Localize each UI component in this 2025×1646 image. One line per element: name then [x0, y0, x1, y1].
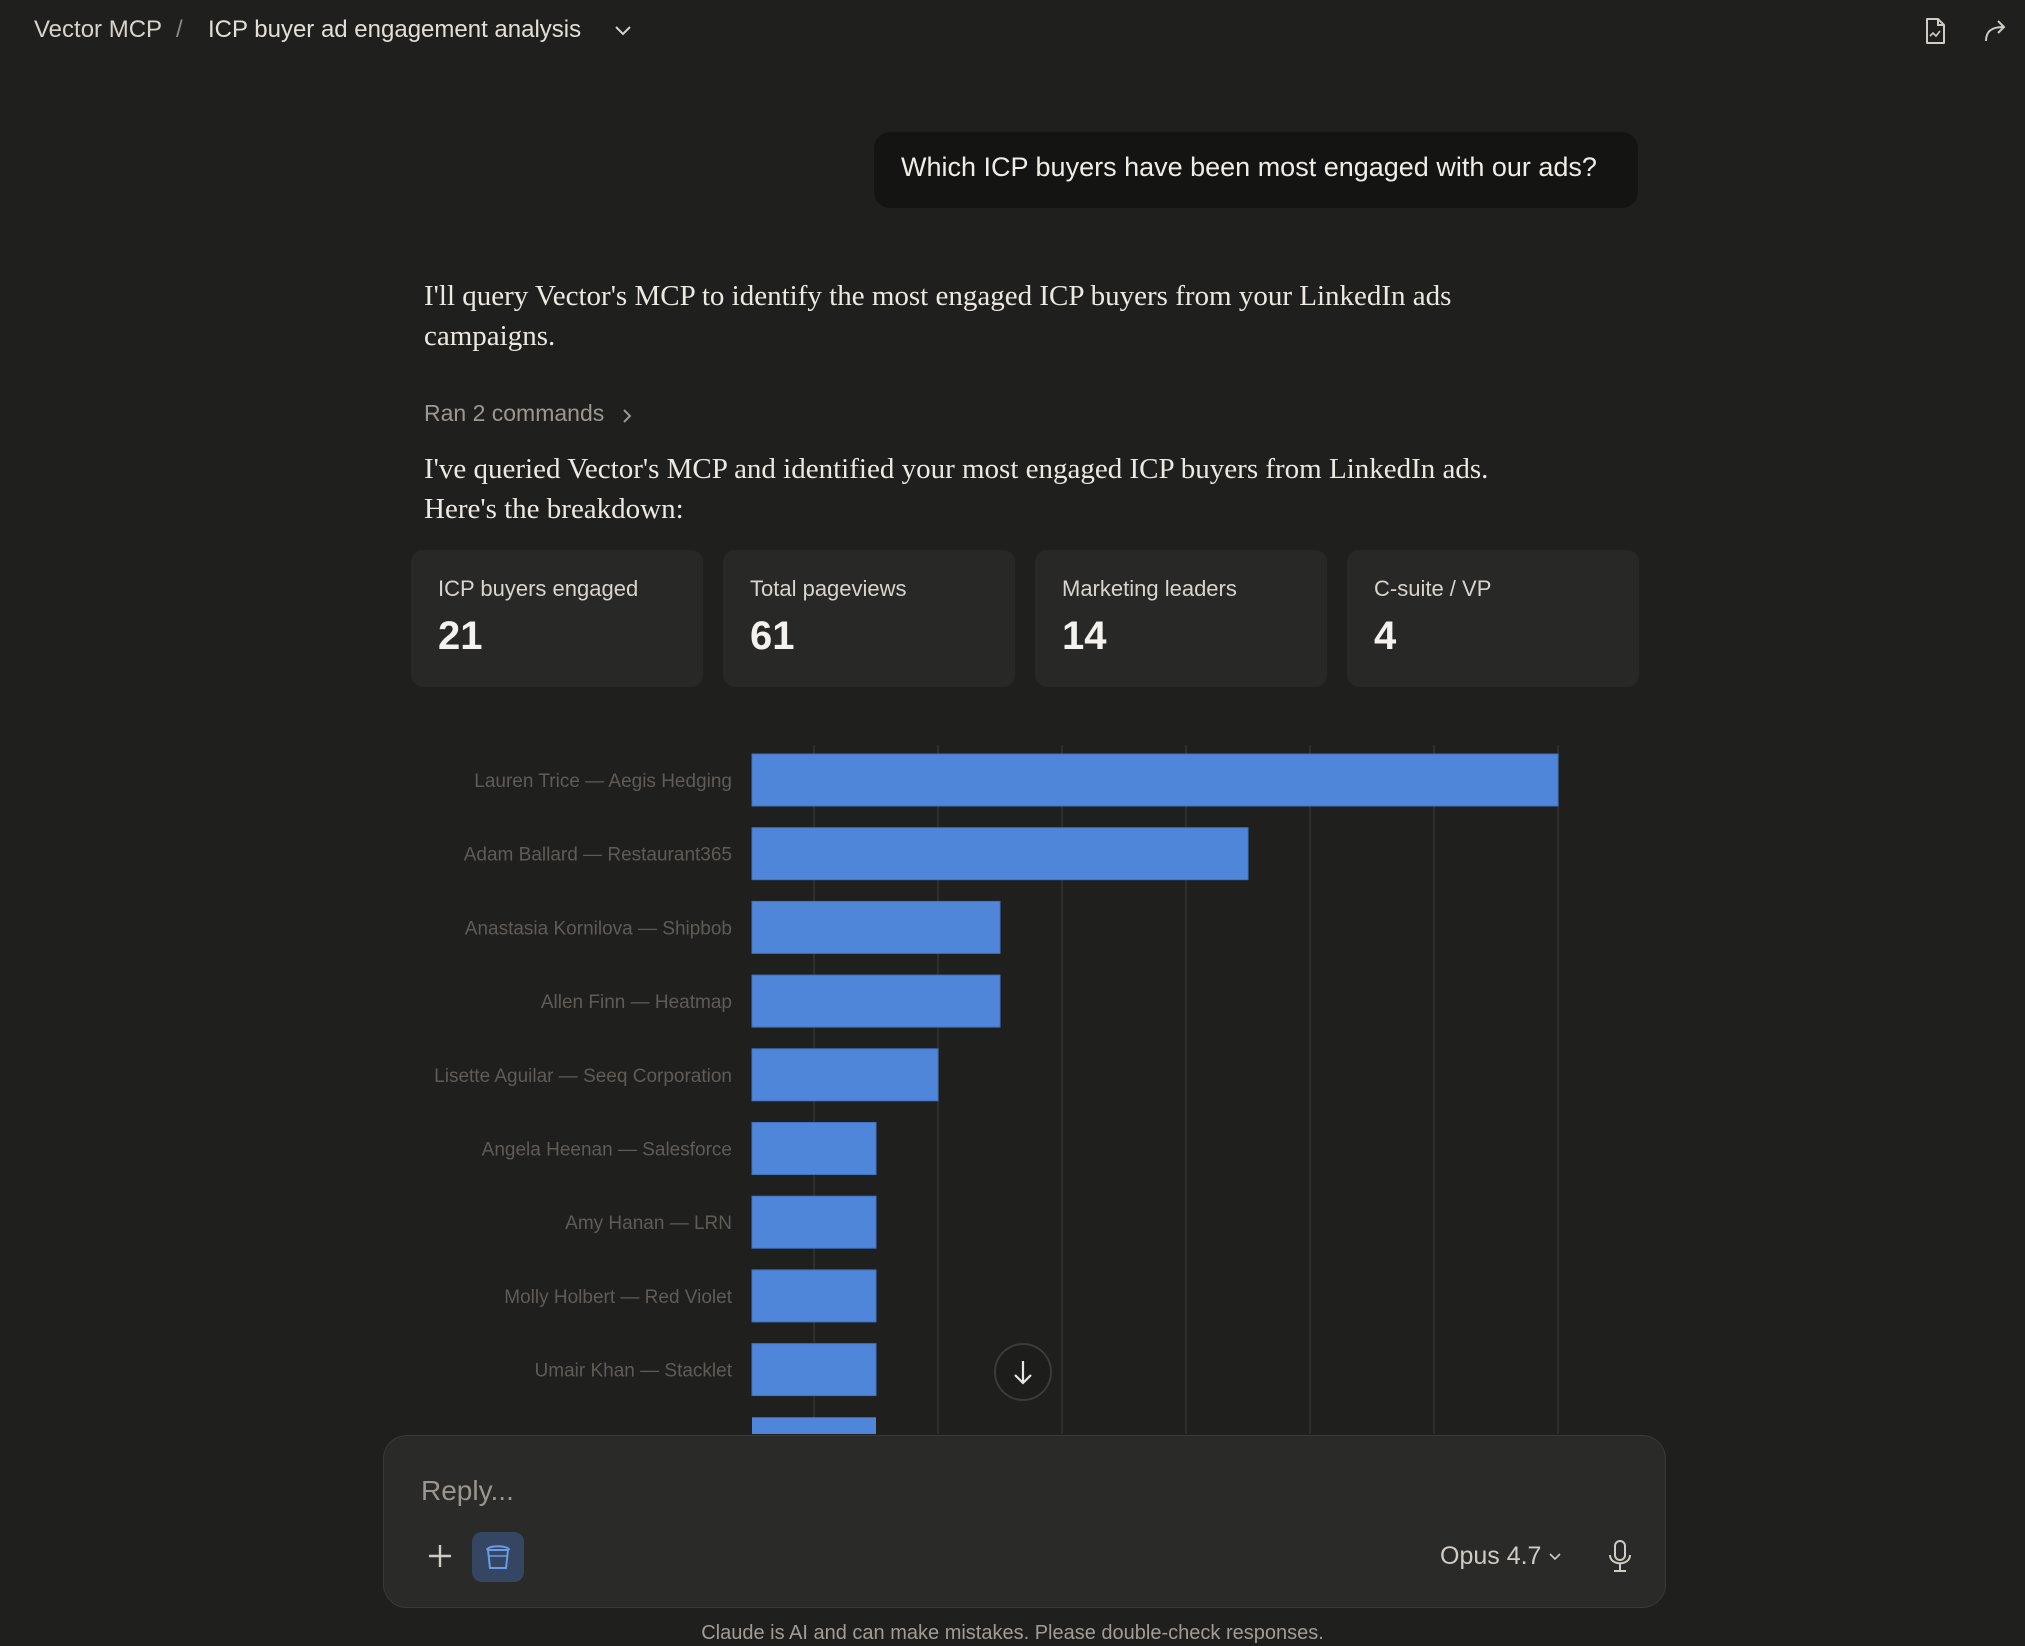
- stat-value: 14: [1062, 614, 1107, 658]
- bar[interactable]: [751, 1195, 877, 1249]
- bar-label: Allen Finn — Heatmap: [541, 992, 732, 1013]
- stat-card-marketing-leaders: Marketing leaders 14: [1035, 550, 1327, 687]
- share-icon[interactable]: [1978, 14, 2012, 48]
- bar-label: Angela Heenan — Salesforce: [482, 1140, 732, 1161]
- bar[interactable]: [751, 1122, 877, 1175]
- bar-label: Lisette Aguilar — Seeq Corporation: [434, 1066, 732, 1087]
- bar-label: Amy Hanan — LRN: [565, 1213, 732, 1234]
- conversation-title[interactable]: ICP buyer ad engagement analysis: [208, 16, 582, 43]
- assistant-result-line: I've queried Vector's MCP and identified…: [424, 453, 1489, 485]
- assistant-result: I've queried Vector's MCP and identified…: [424, 449, 1624, 529]
- scroll-to-bottom-button[interactable]: [994, 1343, 1052, 1401]
- ai-disclaimer: Claude is AI and can make mistakes. Plea…: [701, 1622, 1324, 1644]
- bucket-icon: [486, 1545, 510, 1569]
- engagement-bar-chart: Lauren Trice — Aegis Hedging Adam Ballard…: [434, 745, 1559, 1434]
- breadcrumb-project[interactable]: Vector MCP: [34, 16, 163, 43]
- stat-value: 21: [438, 614, 483, 658]
- stat-card-icp-buyers: ICP buyers engaged 21: [411, 550, 703, 687]
- chevron-down-icon[interactable]: [1546, 1548, 1564, 1566]
- bar[interactable]: [751, 974, 1001, 1028]
- reply-input[interactable]: [419, 1470, 1323, 1512]
- model-selector[interactable]: Opus 4.7: [1440, 1542, 1542, 1570]
- chevron-down-icon[interactable]: [610, 18, 636, 44]
- bar[interactable]: [751, 1269, 877, 1323]
- microphone-icon[interactable]: [1602, 1536, 1638, 1576]
- bar-label: Adam Ballard — Restaurant365: [464, 845, 732, 866]
- breadcrumb-separator: /: [176, 16, 183, 43]
- stat-label: Total pageviews: [750, 576, 907, 601]
- stat-label: ICP buyers engaged: [438, 576, 639, 601]
- bar-label: Lauren Trice — Aegis Hedging: [474, 771, 732, 792]
- bar-label: Umair Khan — Stacklet: [535, 1361, 733, 1382]
- plus-icon[interactable]: [420, 1536, 460, 1576]
- document-icon[interactable]: [1918, 14, 1952, 48]
- stat-value: 61: [750, 614, 795, 658]
- bar-label: Anastasia Kornilova — Shipbob: [465, 918, 732, 939]
- bar[interactable]: [751, 900, 1001, 954]
- arrow-down-icon: [1014, 1361, 1032, 1385]
- assistant-intro: I'll query Vector's MCP to identify the …: [424, 276, 1624, 356]
- bar[interactable]: [751, 753, 1559, 807]
- stat-card-pageviews: Total pageviews 61: [723, 550, 1015, 687]
- chevron-right-icon[interactable]: [620, 404, 636, 428]
- bar-label: Molly Holbert — Red Violet: [504, 1287, 732, 1308]
- top-bar: Vector MCP / ICP buyer ad engagement ana…: [0, 0, 2025, 64]
- stat-label: C-suite / VP: [1374, 576, 1492, 601]
- tool-summary-toggle[interactable]: Ran 2 commands: [424, 400, 605, 426]
- bar[interactable]: [751, 1048, 939, 1102]
- bar[interactable]: [751, 1343, 877, 1397]
- assistant-intro-line: campaigns.: [424, 320, 556, 352]
- reply-composer: Opus 4.7: [383, 1435, 1666, 1608]
- bar[interactable]: [752, 1417, 876, 1434]
- assistant-intro-line: I'll query Vector's MCP to identify the …: [424, 280, 1452, 312]
- bar[interactable]: [751, 827, 1249, 881]
- assistant-result-line: Here's the breakdown:: [424, 493, 684, 525]
- stat-label: Marketing leaders: [1062, 576, 1237, 601]
- stat-value: 4: [1374, 614, 1397, 658]
- user-message: Which ICP buyers have been most engaged …: [874, 132, 1638, 208]
- stat-card-csuite-vp: C-suite / VP 4: [1347, 550, 1639, 687]
- tool-toggle-button[interactable]: [472, 1532, 524, 1582]
